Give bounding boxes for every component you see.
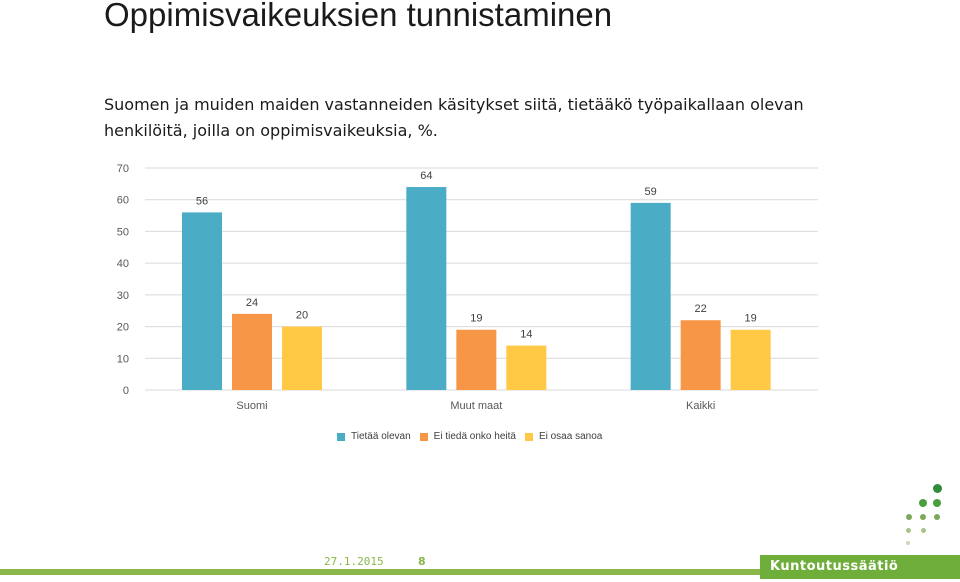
bar-0-2 xyxy=(282,326,322,390)
legend-label-tietaa: Tietää olevan xyxy=(351,431,411,442)
legend-swatch-ei-tieda xyxy=(419,432,428,441)
y-tick-label-70: 70 xyxy=(117,163,129,175)
data-label-2-0: 59 xyxy=(645,186,657,198)
bar-1-0 xyxy=(406,187,447,390)
bar-1-1 xyxy=(456,329,497,390)
legend-swatch-ei-osaa xyxy=(524,432,533,441)
page-number: 8 xyxy=(418,555,426,568)
category-label-0: Suomi xyxy=(236,400,267,412)
brand-logo: Kuntoutussäätiö xyxy=(760,555,960,579)
slide-title: Oppimisvaikeuksien tunnistaminen xyxy=(104,0,613,33)
bar-2-0 xyxy=(630,202,671,390)
footer-bar xyxy=(0,569,760,575)
logo-dots-decoration xyxy=(900,480,960,550)
legend-item-tietaa: Tietää olevan xyxy=(337,431,411,442)
legend-label-ei-osaa: Ei osaa sanoa xyxy=(538,431,603,442)
data-label-0-1: 24 xyxy=(246,297,258,309)
category-label-2: Kaikki xyxy=(686,400,715,412)
data-label-0-0: 56 xyxy=(196,195,208,207)
subtitle-line-2: henkilöitä, joilla on oppimisvaikeuksia,… xyxy=(104,121,438,140)
legend-item-ei-tieda: Ei tiedä onko heitä xyxy=(419,431,516,442)
data-label-2-1: 22 xyxy=(695,303,707,315)
data-label-2-2: 19 xyxy=(745,313,757,325)
y-tick-label-20: 20 xyxy=(117,322,129,334)
y-tick-label-10: 10 xyxy=(117,353,129,365)
footer-date: 27.1.2015 xyxy=(324,555,384,568)
y-tick-label-40: 40 xyxy=(117,258,129,270)
category-label-1: Muut maat xyxy=(450,400,502,412)
y-tick-label-60: 60 xyxy=(117,195,129,207)
data-label-1-2: 14 xyxy=(520,329,532,341)
legend-swatch-tietaa xyxy=(337,432,345,441)
bar-1-2 xyxy=(506,345,547,390)
slide-subtitle: Suomen ja muiden maiden vastanneiden käs… xyxy=(104,92,924,144)
data-label-1-0: 64 xyxy=(420,170,432,182)
chart-legend: Tietää olevan Ei tiedä onko heitä Ei osa… xyxy=(337,431,602,442)
legend-label-ei-tieda: Ei tiedä onko heitä xyxy=(433,431,516,442)
subtitle-line-1: Suomen ja muiden maiden vastanneiden käs… xyxy=(104,95,804,114)
bar-0-0 xyxy=(182,212,222,390)
data-label-1-1: 19 xyxy=(470,313,482,325)
y-tick-label-0: 0 xyxy=(123,385,129,397)
y-tick-label-30: 30 xyxy=(117,290,129,302)
y-tick-label-50: 50 xyxy=(117,226,129,238)
bar-2-2 xyxy=(730,329,771,390)
data-label-0-2: 20 xyxy=(296,310,308,322)
legend-item-ei-osaa: Ei osaa sanoa xyxy=(524,431,603,442)
bar-2-1 xyxy=(680,320,721,390)
bar-0-1 xyxy=(232,313,272,390)
